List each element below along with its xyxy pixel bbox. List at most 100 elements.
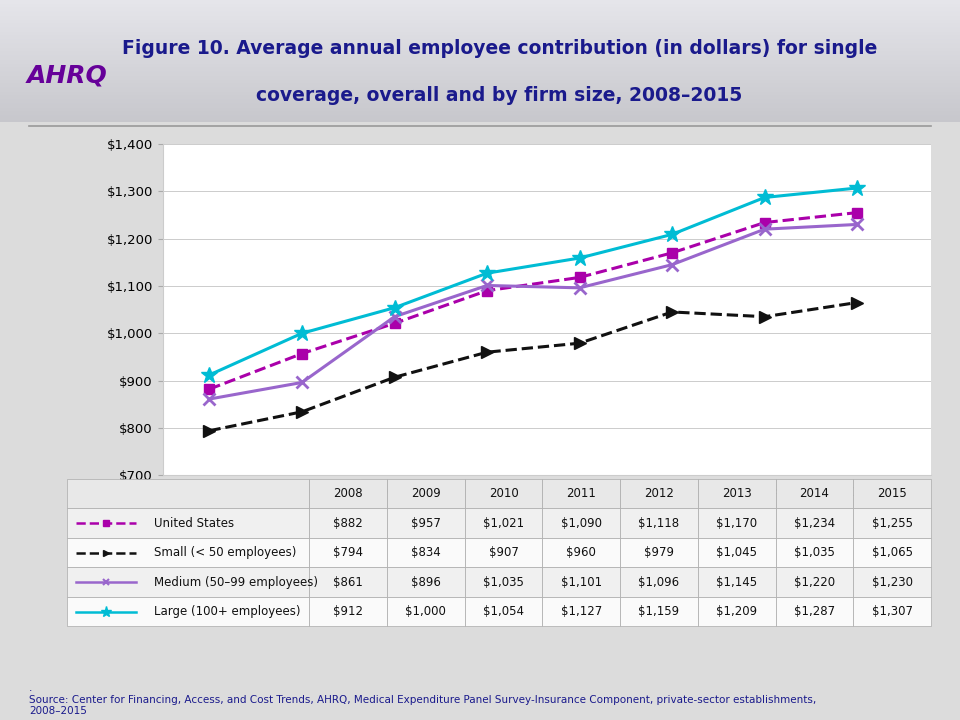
FancyBboxPatch shape — [853, 597, 931, 626]
Bar — [0, 105, 960, 107]
Bar — [0, 6, 960, 7]
FancyBboxPatch shape — [465, 538, 542, 567]
Bar — [0, 47, 960, 48]
Bar — [0, 89, 960, 91]
Bar — [0, 38, 960, 39]
FancyBboxPatch shape — [465, 508, 542, 538]
Bar — [0, 14, 960, 16]
Text: $1,255: $1,255 — [872, 516, 913, 530]
Text: $1,127: $1,127 — [561, 605, 602, 618]
Text: 2008: 2008 — [333, 487, 363, 500]
Bar — [0, 7, 960, 9]
FancyBboxPatch shape — [698, 538, 776, 567]
Text: $907: $907 — [489, 546, 518, 559]
FancyBboxPatch shape — [309, 597, 387, 626]
Bar — [0, 58, 960, 59]
Bar — [0, 115, 960, 116]
Bar — [0, 117, 960, 119]
Bar — [0, 22, 960, 23]
FancyBboxPatch shape — [620, 538, 698, 567]
Text: $1,230: $1,230 — [872, 575, 913, 589]
Text: $979: $979 — [644, 546, 674, 559]
Bar — [0, 84, 960, 86]
Bar — [0, 40, 960, 42]
Bar — [0, 27, 960, 28]
Bar — [0, 4, 960, 5]
FancyBboxPatch shape — [67, 479, 309, 508]
Bar — [0, 107, 960, 108]
Bar — [0, 49, 960, 50]
Text: United States: United States — [154, 516, 233, 530]
FancyBboxPatch shape — [67, 597, 309, 626]
Text: $1,101: $1,101 — [561, 575, 602, 589]
Bar — [0, 16, 960, 17]
FancyBboxPatch shape — [387, 479, 465, 508]
Bar — [0, 102, 960, 103]
Bar — [0, 56, 960, 58]
Bar — [0, 68, 960, 70]
Text: 2010: 2010 — [489, 487, 518, 500]
Bar — [0, 33, 960, 35]
Text: $861: $861 — [333, 575, 363, 589]
Bar — [0, 78, 960, 79]
Bar — [0, 120, 960, 121]
Bar — [0, 9, 960, 10]
Text: $1,307: $1,307 — [872, 605, 913, 618]
FancyBboxPatch shape — [620, 567, 698, 597]
Text: $1,234: $1,234 — [794, 516, 835, 530]
Text: Figure 10. Average annual employee contribution (in dollars) for single: Figure 10. Average annual employee contr… — [122, 40, 876, 58]
Bar — [0, 42, 960, 43]
Bar — [0, 12, 960, 14]
FancyBboxPatch shape — [620, 597, 698, 626]
FancyBboxPatch shape — [698, 508, 776, 538]
Bar — [0, 72, 960, 73]
Text: 2015: 2015 — [877, 487, 907, 500]
Bar — [0, 17, 960, 18]
Bar — [0, 48, 960, 49]
Bar — [0, 75, 960, 76]
FancyBboxPatch shape — [776, 508, 853, 538]
Bar — [0, 37, 960, 38]
Bar — [0, 70, 960, 71]
Text: $1,287: $1,287 — [794, 605, 835, 618]
Text: $1,021: $1,021 — [483, 516, 524, 530]
FancyBboxPatch shape — [776, 567, 853, 597]
Text: 2013: 2013 — [722, 487, 752, 500]
FancyBboxPatch shape — [67, 567, 309, 597]
Bar — [0, 81, 960, 82]
Bar — [0, 86, 960, 87]
FancyBboxPatch shape — [67, 538, 309, 567]
FancyBboxPatch shape — [776, 479, 853, 508]
Bar — [0, 51, 960, 53]
Bar — [0, 88, 960, 89]
Bar — [0, 99, 960, 100]
Text: coverage, overall and by firm size, 2008–2015: coverage, overall and by firm size, 2008… — [256, 86, 742, 105]
FancyBboxPatch shape — [542, 597, 620, 626]
Bar — [0, 71, 960, 72]
Text: $1,220: $1,220 — [794, 575, 835, 589]
Text: $1,035: $1,035 — [483, 575, 524, 589]
Bar — [0, 30, 960, 32]
Bar — [0, 110, 960, 112]
Bar — [0, 44, 960, 45]
FancyBboxPatch shape — [542, 538, 620, 567]
FancyBboxPatch shape — [853, 567, 931, 597]
Bar — [0, 23, 960, 24]
Text: $896: $896 — [411, 575, 441, 589]
Text: $1,096: $1,096 — [638, 575, 680, 589]
Bar — [0, 79, 960, 81]
Bar — [0, 109, 960, 110]
Text: $1,118: $1,118 — [638, 516, 680, 530]
Bar — [0, 73, 960, 75]
Bar — [0, 91, 960, 93]
FancyBboxPatch shape — [620, 479, 698, 508]
FancyBboxPatch shape — [853, 479, 931, 508]
Text: Small (< 50 employees): Small (< 50 employees) — [154, 546, 296, 559]
Bar — [0, 61, 960, 63]
Text: $1,159: $1,159 — [638, 605, 680, 618]
Bar — [0, 59, 960, 60]
Text: .
Source: Center for Financing, Access, and Cost Trends, AHRQ, Medical Expenditu: . Source: Center for Financing, Access, … — [29, 683, 816, 716]
Bar — [0, 77, 960, 78]
FancyBboxPatch shape — [387, 597, 465, 626]
Text: $957: $957 — [411, 516, 441, 530]
